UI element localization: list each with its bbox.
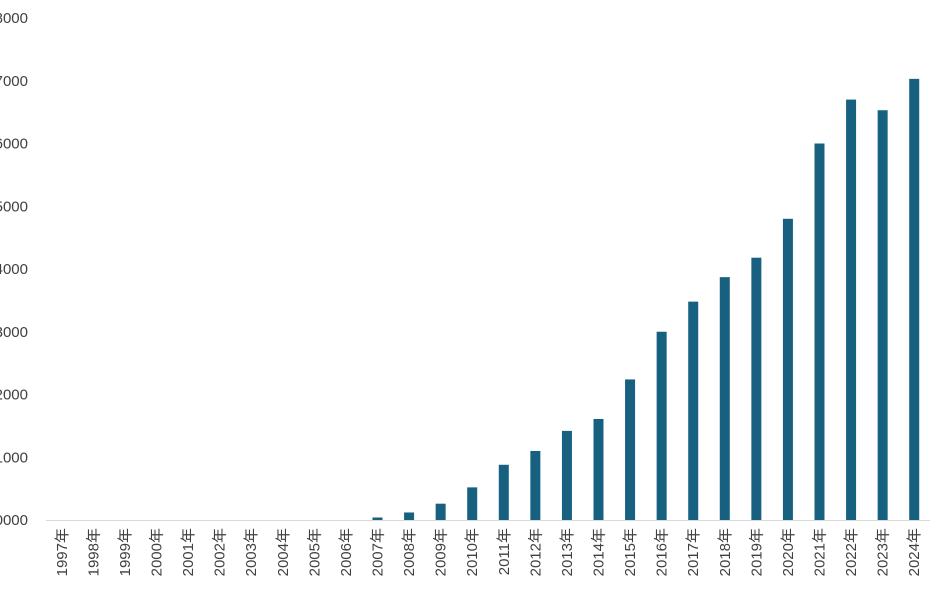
x-tick-label: 2008年 [401,528,418,576]
x-tick-label: 1998年 [85,528,102,576]
bar [530,450,541,520]
bar [498,464,509,520]
x-tick-label: 2012年 [527,528,544,576]
bar [656,331,667,520]
bars [372,78,920,521]
x-tick-label: 2021年 [812,528,829,576]
x-tick-label: 2003年 [243,528,260,576]
x-tick-label: 2024年 [906,528,923,576]
x-tick-label: 2001年 [180,528,197,576]
x-tick-label: 2018年 [717,528,734,576]
x-tick-label: 2022年 [843,528,860,576]
x-tick-label: 1997年 [54,528,71,576]
bar [467,487,478,520]
bar [846,99,857,520]
bar [404,512,415,520]
y-tick-label: 2000 [0,387,28,404]
bar [719,277,730,520]
bar [877,110,888,521]
y-tick-label: 3000 [0,324,28,341]
bar [909,78,920,521]
x-tick-label: 2016年 [654,528,671,576]
x-tick-label: 1999年 [117,528,134,576]
x-tick-label: 2017年 [685,528,702,576]
bar [751,257,762,520]
bar [688,301,699,520]
x-tick-label: 2014年 [591,528,608,576]
x-tick-label: 2007年 [370,528,387,576]
x-tick-label: 2020年 [780,528,797,576]
x-tick-label: 2023年 [875,528,892,576]
x-tick-label: 2009年 [433,528,450,576]
y-tick-label: 1000 [0,449,28,466]
x-tick-label: 2010年 [464,528,481,576]
x-tick-label: 2002年 [212,528,229,576]
x-tick-label: 2005年 [306,528,323,576]
x-tick-label: 2013年 [559,528,576,576]
bar [561,430,572,520]
y-tick-label: 8000 [0,10,28,27]
x-tick-label: 2006年 [338,528,355,576]
bar [435,503,446,520]
bar [814,143,825,520]
bar [593,418,604,520]
x-tick-label: 2015年 [622,528,639,576]
x-axis: 1997年 1998年 1999年 2000年 2001年 2002年 2003年 2004年… [54,528,923,576]
x-tick-label: 2000年 [149,528,166,576]
x-tick-label: 2004年 [275,528,292,576]
y-tick-label: 7000 [0,73,28,90]
y-tick-label: 4000 [0,261,28,278]
y-tick-label: 6000 [0,136,28,153]
bar [625,379,636,520]
x-tick-label: 2011年 [496,528,513,575]
bar [782,218,793,521]
x-tick-label: 2019年 [748,528,765,576]
bar [372,517,383,520]
y-tick-label: 5000 [0,198,28,215]
